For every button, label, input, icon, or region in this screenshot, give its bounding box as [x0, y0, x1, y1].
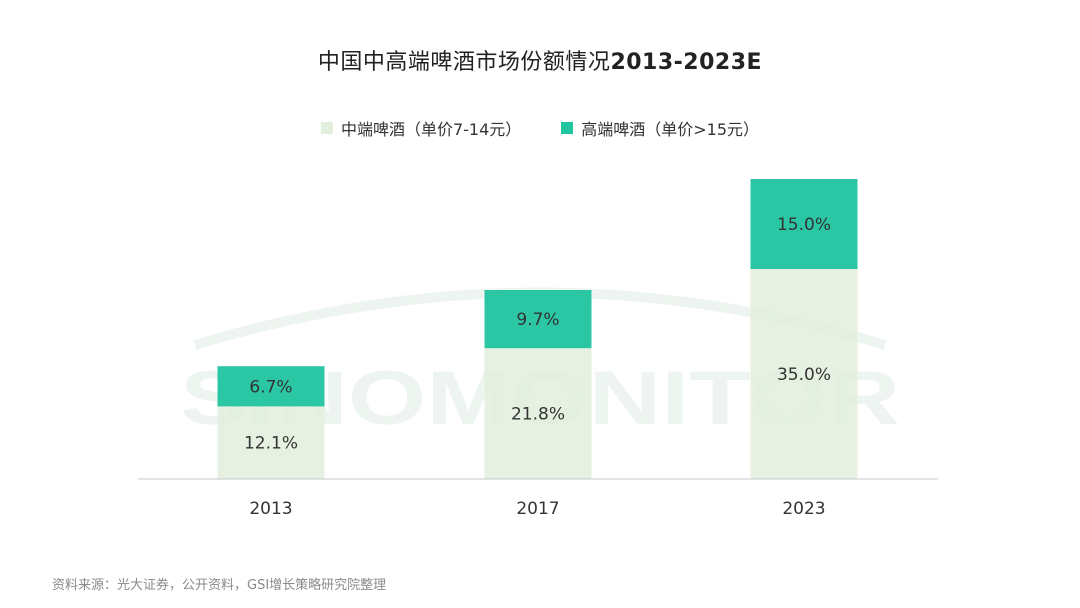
- bars: 12.1% 6.7% 21.8% 9.7% 35.0% 15.0%: [218, 179, 858, 479]
- data-label-mid-2013: 12.1%: [244, 434, 298, 454]
- x-axis-ticks: 2013 2017 2023: [249, 499, 825, 519]
- x-tick-label-2017: 2017: [516, 499, 559, 519]
- data-label-high-2013: 6.7%: [249, 377, 292, 397]
- chart-plot: SINOMONITOR 12.1%6.7%21.8%9.7%35.0%15.0%…: [0, 0, 1080, 608]
- data-label-high-2023: 15.0%: [777, 215, 831, 235]
- data-label-mid-2023: 35.0%: [777, 365, 831, 385]
- data-label-high-2017: 9.7%: [516, 310, 559, 330]
- x-tick-label-2023: 2023: [782, 499, 825, 519]
- data-label-mid-2017: 21.8%: [511, 405, 565, 425]
- x-tick-label-2013: 2013: [249, 499, 292, 519]
- source-note: 资料来源：光大证券，公开资料，GSI增长策略研究院整理: [52, 574, 386, 593]
